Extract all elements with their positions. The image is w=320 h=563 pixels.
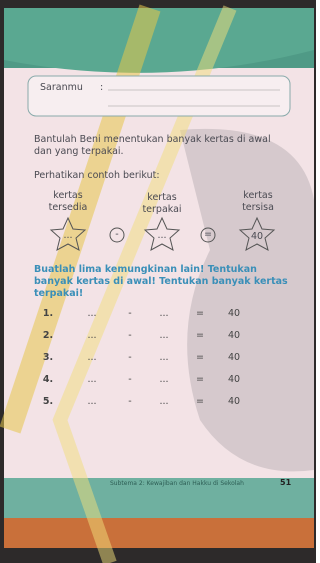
- minus-sign: -: [118, 352, 142, 363]
- star-value: ...: [150, 230, 174, 242]
- star-value: ...: [56, 230, 80, 242]
- row-number: 1.: [36, 308, 60, 319]
- minus-sign: -: [118, 330, 142, 341]
- equals-sign: =: [188, 374, 212, 385]
- second-value: ...: [152, 374, 176, 385]
- row-number: 5.: [36, 396, 60, 407]
- first-value: ...: [80, 396, 104, 407]
- equals-sign: =: [188, 352, 212, 363]
- example-prompt: Perhatikan contoh berikut:: [34, 170, 160, 182]
- minus-sign: -: [118, 396, 142, 407]
- page-number: 51: [280, 478, 291, 487]
- operator: =: [196, 229, 220, 241]
- result: 40: [222, 352, 246, 363]
- row-number: 4.: [36, 374, 60, 385]
- result: 40: [222, 308, 246, 319]
- equals-sign: =: [188, 308, 212, 319]
- row-number: 3.: [36, 352, 60, 363]
- first-value: ...: [80, 330, 104, 341]
- saran-label: Saranmu: [40, 82, 83, 94]
- star-value: 40: [245, 231, 269, 243]
- example-label: kertas tersedia: [40, 190, 96, 214]
- example-label: kertas terpakai: [134, 192, 190, 216]
- equals-sign: =: [188, 396, 212, 407]
- first-value: ...: [80, 374, 104, 385]
- task: Buatlah lima kemungkinan lain! Tentukan …: [34, 264, 296, 300]
- minus-sign: -: [118, 374, 142, 385]
- second-value: ...: [152, 308, 176, 319]
- result: 40: [222, 330, 246, 341]
- row-number: 2.: [36, 330, 60, 341]
- second-value: ...: [152, 352, 176, 363]
- result: 40: [222, 374, 246, 385]
- result: 40: [222, 396, 246, 407]
- second-value: ...: [152, 330, 176, 341]
- photo-page: Saranmu : Bantulah Beni menentukan banya…: [0, 0, 316, 563]
- footer-text: Subtema 2: Kewajiban dan Hakku di Sekola…: [110, 480, 244, 487]
- operator: -: [105, 229, 129, 241]
- first-value: ...: [80, 352, 104, 363]
- minus-sign: -: [118, 308, 142, 319]
- first-value: ...: [80, 308, 104, 319]
- instruction: Bantulah Beni menentukan banyak kertas d…: [34, 134, 284, 158]
- saran-colon: :: [100, 82, 103, 94]
- second-value: ...: [152, 396, 176, 407]
- equals-sign: =: [188, 330, 212, 341]
- example-label: kertas tersisa: [230, 190, 286, 214]
